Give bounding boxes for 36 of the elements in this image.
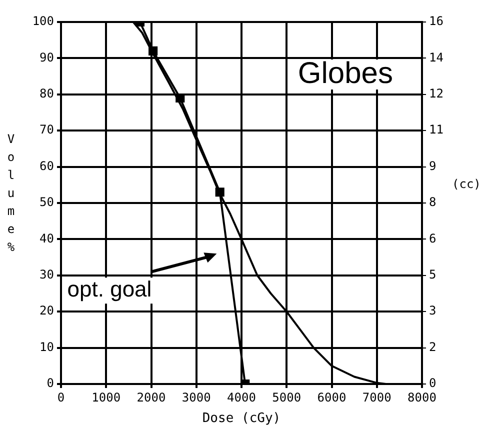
y-tick-label: 20: [40, 304, 54, 318]
y2-tick-label: 5: [429, 268, 436, 282]
y2-tick-label: 2: [429, 340, 436, 354]
y2-tick-label: 3: [429, 304, 436, 318]
y2-tick-label: 11: [429, 122, 444, 137]
y-tick-label: 10: [40, 340, 54, 354]
y-tick-label: 30: [40, 268, 54, 282]
x-axis-title: Dose (cGy): [202, 410, 281, 426]
y-tick-label: 40: [40, 231, 54, 246]
x-tick-label: 0: [57, 390, 65, 404]
annotation: opt. goal: [67, 276, 152, 302]
y2-tick-label: 16: [429, 14, 444, 28]
x-tick-label: 3000: [182, 390, 211, 404]
y2-tick-label: 0: [429, 376, 436, 390]
x-tick-label: 2000: [136, 390, 166, 404]
y2-tick-label: 14: [429, 50, 444, 64]
x-tick-label: 8000: [408, 390, 436, 404]
x-tick-label: 6000: [317, 390, 346, 404]
y-tick-label: 0: [46, 376, 54, 390]
y2-tick-label: 6: [429, 231, 436, 246]
y-tick-label: 50: [40, 195, 54, 210]
y2-tick-label: 8: [429, 195, 436, 210]
y-tick-label: 60: [40, 158, 54, 173]
y2-tick-label: 12: [429, 86, 444, 101]
y2-axis-title: (cc): [452, 177, 481, 192]
y-axis-title: Volume %: [7, 132, 16, 254]
x-tick-label: 1000: [92, 390, 121, 404]
y-tick-label: 90: [40, 50, 54, 64]
y2-tick-label: 9: [429, 158, 436, 173]
y-tick-label: 70: [40, 122, 54, 137]
x-tick-label: 4000: [227, 390, 256, 404]
x-tick-label: 7000: [362, 390, 392, 404]
x-tick-label: 5000: [272, 390, 302, 404]
y-tick-label: 100: [32, 14, 54, 28]
text: Globes: [298, 56, 393, 90]
y-tick-label: 80: [40, 86, 54, 101]
